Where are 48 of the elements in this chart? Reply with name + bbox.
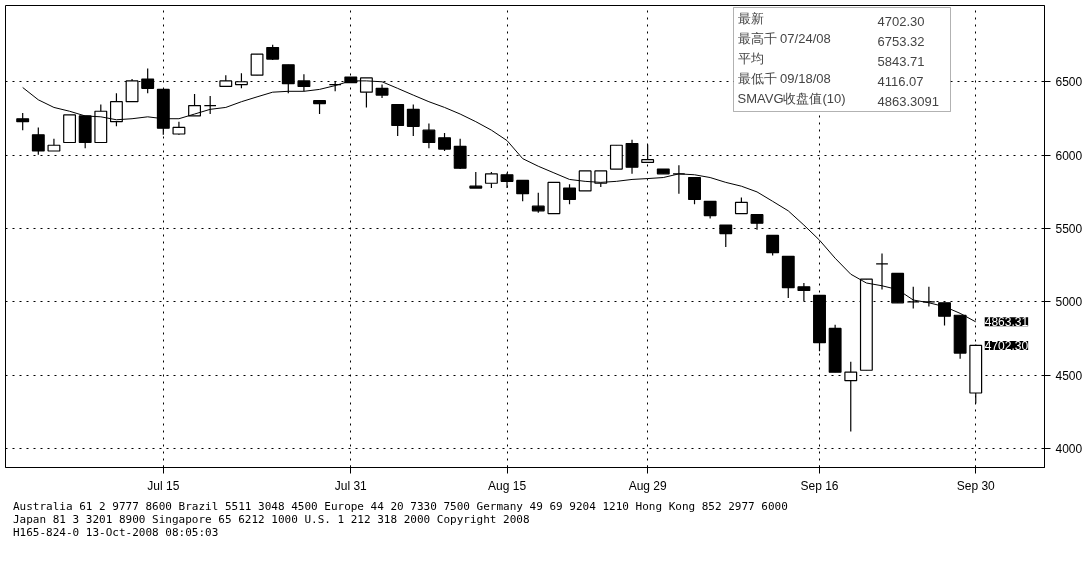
text: 最低千 09/18/08 4116.07 xyxy=(737,70,924,89)
candlestick xyxy=(516,179,530,202)
text: 最高千 07/24/08 6753.32 xyxy=(737,30,925,49)
candlestick xyxy=(766,234,780,257)
candlestick xyxy=(672,164,686,195)
y-tick-label: 5500 xyxy=(1055,221,1083,236)
candlestick xyxy=(31,126,45,156)
annotation: 4863.31 xyxy=(984,315,1029,330)
candlestick xyxy=(688,176,701,205)
x-tick-label: Aug 15 xyxy=(488,478,527,493)
candlestick xyxy=(797,282,811,302)
candlestick xyxy=(422,122,436,149)
candlestick xyxy=(188,93,202,117)
candlestick xyxy=(922,286,936,308)
y-tick-label: 6500 xyxy=(1055,75,1083,90)
candlestick xyxy=(406,103,420,137)
x-tick-label: Sep 30 xyxy=(956,478,996,493)
annotation: 4702.30 xyxy=(984,338,1029,353)
text: Japan 81 3 3201 8900 Singapore 65 6212 1000 U.S. 1 212 318 2000 Copyright 2008 xyxy=(13,513,531,526)
candlestick xyxy=(719,224,733,248)
candlestick xyxy=(609,144,623,170)
candlestick xyxy=(641,143,655,164)
candlestick xyxy=(250,53,264,76)
candlestick xyxy=(625,139,639,175)
candlestick xyxy=(203,95,217,115)
candlestick xyxy=(453,138,467,170)
text: SMAVG收盘值(10) 4863.3091 xyxy=(737,90,939,109)
text: 最新 4702.30 xyxy=(737,10,925,29)
y-tick-label: 5000 xyxy=(1055,295,1083,310)
candlestick xyxy=(563,183,576,205)
candlestick xyxy=(578,170,592,192)
y-tick-label: 4500 xyxy=(1055,368,1083,383)
text: Australia 61 2 9777 8600 Brazil 5511 3048 4500 Europe 44 20 7330 7500 Germany 49 69 9204 1210 Hong Kong 852 2977 6000 xyxy=(13,500,788,513)
x-tick-label: Jul 15 xyxy=(147,478,180,493)
candlestick xyxy=(109,92,123,127)
x-tick-label: Jul 31 xyxy=(334,478,368,493)
text: H165-824-0 13-Oct-2008 08:05:03 xyxy=(13,526,220,539)
candlestick xyxy=(844,361,858,433)
candlestick xyxy=(438,132,451,152)
candlestick xyxy=(875,252,889,291)
candlestick xyxy=(906,286,920,310)
y-tick-label: 6000 xyxy=(1055,148,1083,163)
candlestick xyxy=(391,103,405,137)
x-tick-label: Sep 16 xyxy=(800,478,839,493)
candlestick xyxy=(531,192,545,214)
x-tick-label: Aug 29 xyxy=(628,478,667,493)
y-tick-label: 4000 xyxy=(1055,441,1083,456)
text: 平均 5843.71 xyxy=(737,50,925,69)
